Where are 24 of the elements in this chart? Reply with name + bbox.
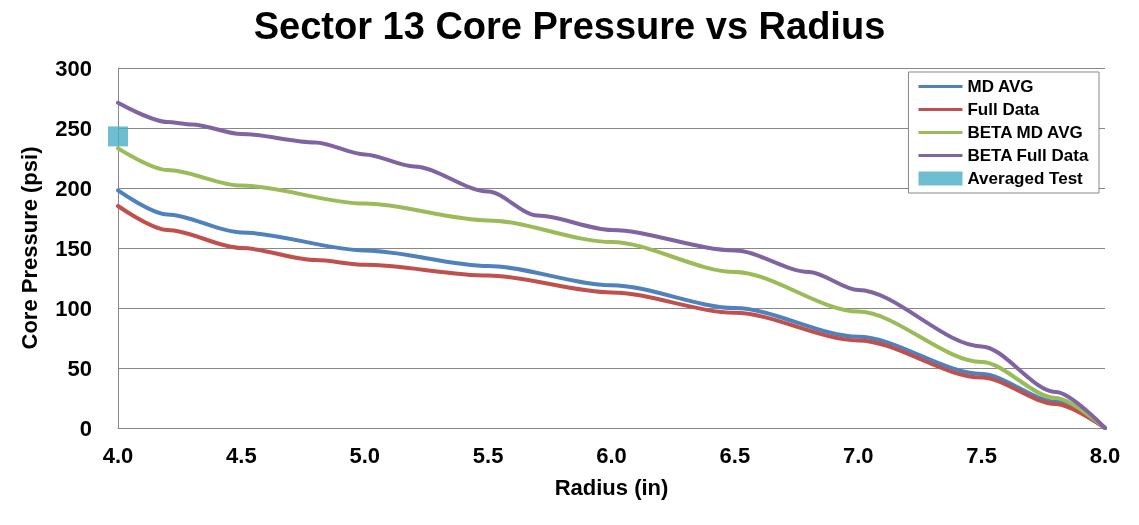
x-axis-title: Radius (in)	[554, 474, 669, 500]
x-tick-label: 5.5	[472, 442, 504, 468]
legend-label: BETA Full Data	[967, 146, 1089, 165]
x-tick-label: 6.5	[719, 442, 751, 468]
y-tick-label: 300	[55, 55, 92, 81]
x-tick-label: 5.0	[349, 442, 381, 468]
y-tick-label: 50	[67, 355, 92, 381]
x-tick-label: 6.0	[596, 442, 627, 468]
x-tick-label: 4.5	[226, 442, 257, 468]
legend-label: Averaged Test	[967, 169, 1084, 188]
x-tick-label: 7.0	[842, 442, 874, 468]
chart-title: Sector 13 Core Pressure vs Radius	[253, 5, 886, 47]
x-tick-label: 8.0	[1089, 442, 1121, 468]
legend-label: MD AVG	[967, 77, 1034, 96]
x-tick-label: 4.0	[102, 442, 134, 468]
x-tick-label: 7.5	[966, 442, 997, 468]
legend-label: BETA MD AVG	[967, 123, 1083, 142]
y-tick-label: 250	[55, 115, 92, 141]
y-axis-title: Core Pressure (psi)	[16, 146, 42, 350]
y-tick-label: 150	[55, 235, 92, 261]
legend-label: Full Data	[967, 100, 1040, 119]
y-tick-label: 0	[79, 415, 92, 441]
y-tick-label: 200	[55, 175, 92, 201]
y-tick-label: 100	[55, 295, 92, 321]
